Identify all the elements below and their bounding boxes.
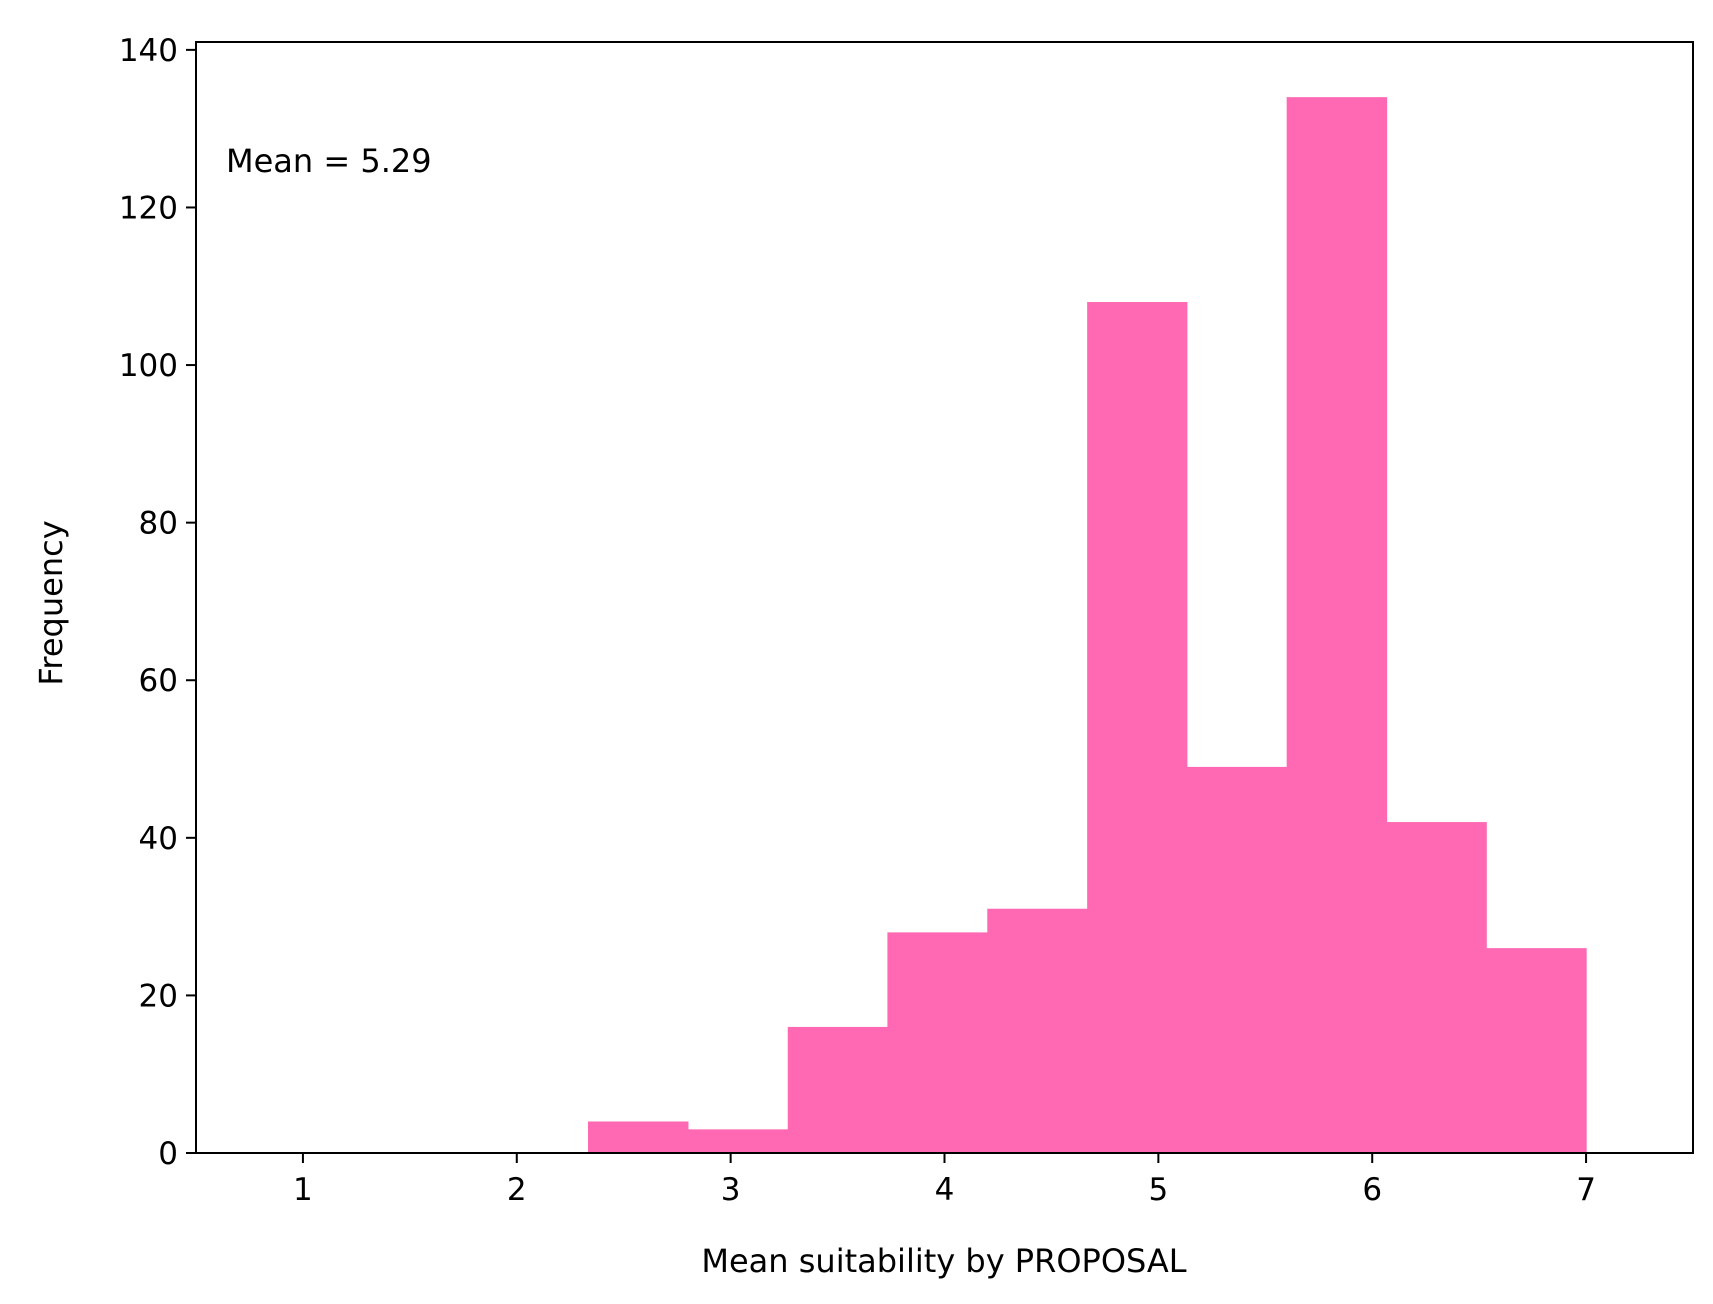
y-tick-label: 140 xyxy=(119,33,178,69)
histogram-bar-9 xyxy=(1386,822,1487,1153)
histogram-bar-8 xyxy=(1286,97,1388,1153)
y-tick-label: 20 xyxy=(139,978,178,1014)
histogram-bar-10 xyxy=(1486,948,1587,1153)
y-axis-ticks: 0 20 40 60 80 100 120 140 xyxy=(119,33,196,1172)
y-tick-label: 40 xyxy=(139,821,178,857)
y-tick-label: 120 xyxy=(119,190,178,226)
x-tick-label: 4 xyxy=(935,1172,955,1208)
y-tick-label: 0 xyxy=(158,1136,178,1172)
y-tick-label: 80 xyxy=(139,506,178,542)
x-tick-label: 6 xyxy=(1362,1172,1382,1208)
histogram-bar-5 xyxy=(987,908,1088,1153)
x-axis-label: Mean suitability by PROPOSAL xyxy=(701,1242,1186,1280)
mean-annotation: Mean = 5.29 xyxy=(226,142,432,180)
histogram-bar-6 xyxy=(1087,302,1188,1153)
histogram-bar-2 xyxy=(687,1129,789,1153)
histogram-bar-3 xyxy=(787,1026,888,1153)
histogram-bar-7 xyxy=(1186,766,1288,1153)
bars-layer xyxy=(588,97,1587,1153)
x-tick-label: 1 xyxy=(293,1172,313,1208)
x-axis-ticks: 1 2 3 4 5 6 7 xyxy=(293,1153,1596,1208)
x-tick-label: 5 xyxy=(1148,1172,1168,1208)
x-tick-label: 2 xyxy=(507,1172,527,1208)
y-tick-label: 100 xyxy=(119,348,178,384)
histogram-bar-1 xyxy=(588,1121,689,1153)
y-axis-label: Frequency xyxy=(32,520,70,685)
y-tick-label: 60 xyxy=(139,663,178,699)
x-tick-label: 7 xyxy=(1576,1172,1596,1208)
histogram-bar-4 xyxy=(887,932,988,1153)
x-tick-label: 3 xyxy=(721,1172,741,1208)
